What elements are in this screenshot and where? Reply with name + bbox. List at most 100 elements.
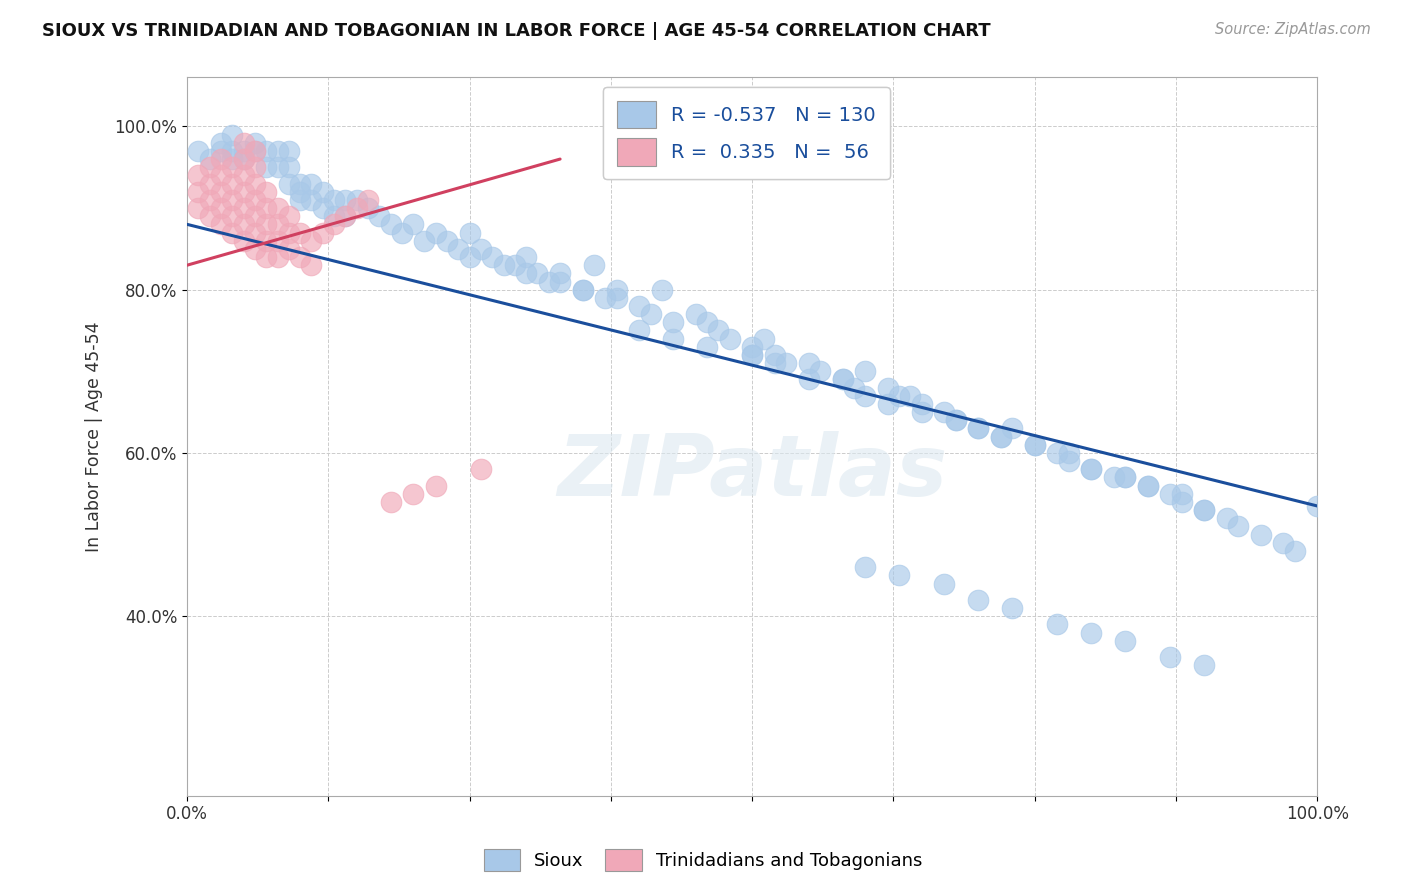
Point [1159, 650, 1181, 665]
Point [232, 136, 254, 150]
Point [187, 185, 209, 199]
Point [1102, 470, 1125, 484]
Point [266, 160, 288, 174]
Point [301, 193, 323, 207]
Point [911, 405, 934, 419]
Point [628, 323, 651, 337]
Point [741, 348, 763, 362]
Point [470, 462, 492, 476]
Point [470, 242, 492, 256]
Point [1057, 446, 1080, 460]
Point [277, 177, 299, 191]
Point [425, 226, 447, 240]
Point [1080, 625, 1102, 640]
Point [277, 209, 299, 223]
Point [288, 185, 311, 199]
Point [413, 234, 436, 248]
Point [628, 299, 651, 313]
Point [312, 226, 335, 240]
Point [312, 201, 335, 215]
Point [436, 234, 458, 248]
Point [458, 250, 481, 264]
Point [209, 185, 232, 199]
Point [357, 201, 380, 215]
Point [1080, 462, 1102, 476]
Point [934, 405, 956, 419]
Point [1024, 438, 1046, 452]
Point [266, 144, 288, 158]
Point [492, 258, 515, 272]
Point [741, 348, 763, 362]
Point [967, 592, 990, 607]
Point [198, 152, 221, 166]
Point [606, 291, 628, 305]
Point [380, 218, 402, 232]
Point [1001, 601, 1024, 615]
Point [481, 250, 503, 264]
Point [254, 234, 277, 248]
Point [945, 413, 967, 427]
Text: Source: ZipAtlas.com: Source: ZipAtlas.com [1215, 22, 1371, 37]
Point [368, 209, 391, 223]
Point [198, 209, 221, 223]
Point [1216, 511, 1239, 525]
Point [335, 209, 357, 223]
Point [775, 356, 797, 370]
Point [254, 160, 277, 174]
Point [889, 568, 911, 582]
Point [232, 152, 254, 166]
Point [209, 152, 232, 166]
Point [1080, 462, 1102, 476]
Point [232, 185, 254, 199]
Point [391, 226, 413, 240]
Point [221, 144, 243, 158]
Point [582, 258, 605, 272]
Point [515, 266, 537, 280]
Point [198, 177, 221, 191]
Point [221, 160, 243, 174]
Point [752, 332, 775, 346]
Point [254, 201, 277, 215]
Point [254, 250, 277, 264]
Y-axis label: In Labor Force | Age 45-54: In Labor Force | Age 45-54 [86, 321, 103, 552]
Point [853, 364, 876, 378]
Point [967, 421, 990, 435]
Point [1194, 503, 1216, 517]
Point [1306, 499, 1329, 513]
Point [1194, 658, 1216, 673]
Point [853, 389, 876, 403]
Text: ZIPatlas: ZIPatlas [557, 431, 948, 514]
Point [662, 332, 685, 346]
Point [831, 372, 853, 386]
Point [595, 291, 617, 305]
Point [254, 218, 277, 232]
Point [1024, 438, 1046, 452]
Point [277, 160, 299, 174]
Point [842, 381, 865, 395]
Point [763, 356, 786, 370]
Point [288, 177, 311, 191]
Point [357, 193, 380, 207]
Point [187, 169, 209, 183]
Point [876, 381, 898, 395]
Point [900, 389, 922, 403]
Point [831, 372, 853, 386]
Point [526, 266, 548, 280]
Point [1001, 421, 1024, 435]
Point [335, 193, 357, 207]
Text: SIOUX VS TRINIDADIAN AND TOBAGONIAN IN LABOR FORCE | AGE 45-54 CORRELATION CHART: SIOUX VS TRINIDADIAN AND TOBAGONIAN IN L… [42, 22, 991, 40]
Point [232, 169, 254, 183]
Point [221, 209, 243, 223]
Point [187, 201, 209, 215]
Point [1114, 470, 1136, 484]
Point [1046, 617, 1069, 632]
Point [221, 226, 243, 240]
Point [797, 356, 820, 370]
Point [243, 160, 266, 174]
Point [232, 201, 254, 215]
Point [209, 201, 232, 215]
Point [221, 152, 243, 166]
Point [889, 389, 911, 403]
Point [243, 144, 266, 158]
Point [232, 234, 254, 248]
